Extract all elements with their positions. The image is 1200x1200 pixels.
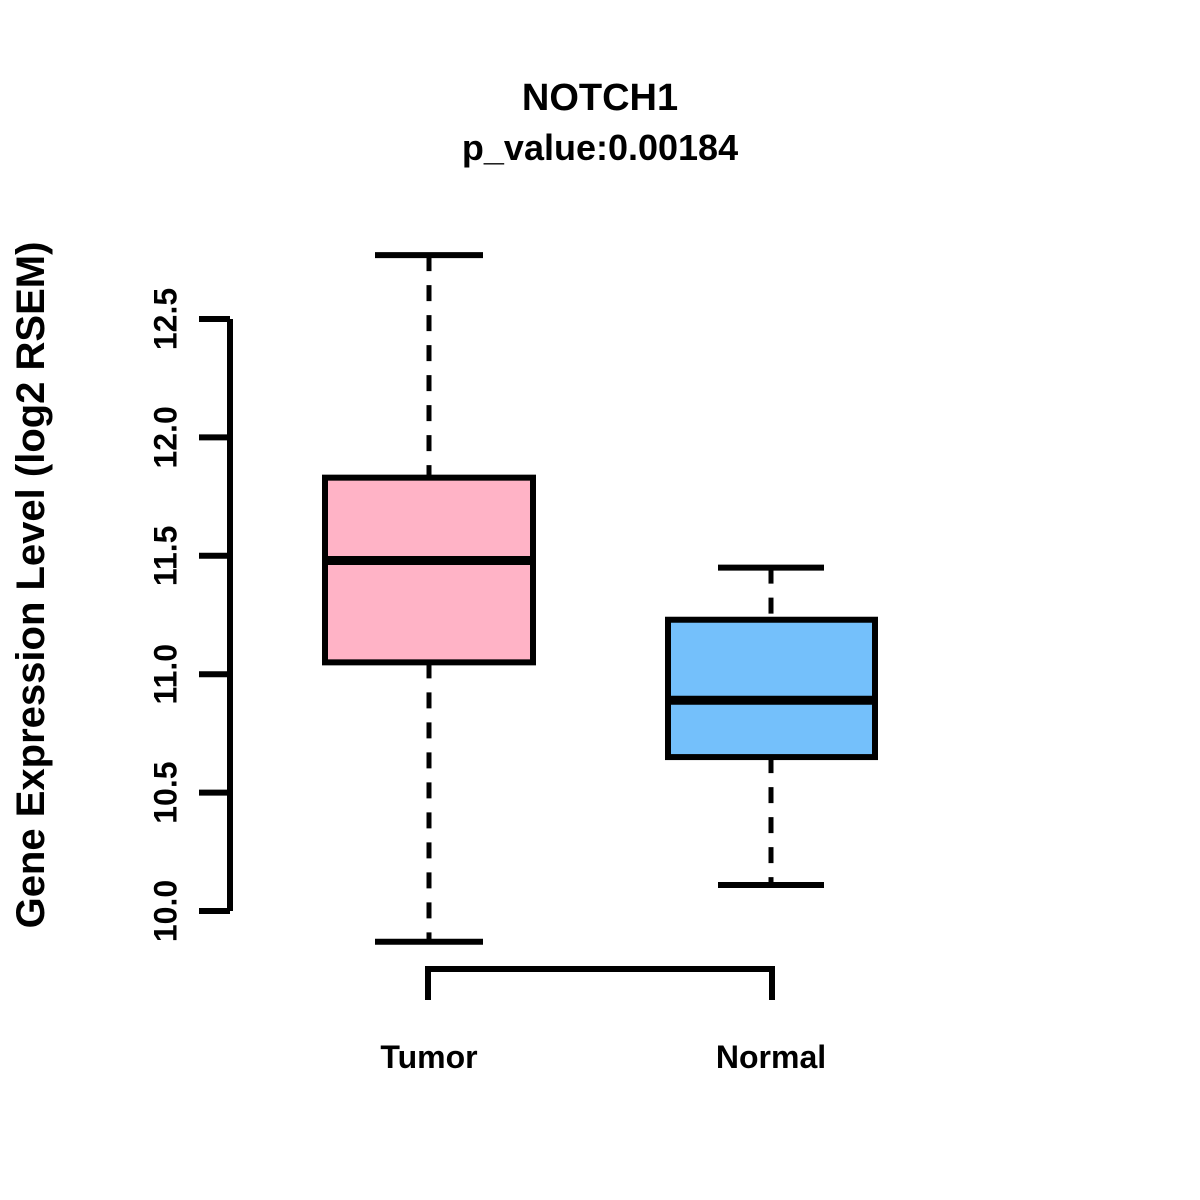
category-label-normal: Normal: [716, 1039, 826, 1075]
y-axis-title: Gene Expression Level (log2 RSEM): [9, 242, 53, 929]
chart-title: NOTCH1: [522, 77, 678, 119]
x-axis-bracket: [425, 966, 775, 1000]
chart-subtitle-pvalue: p_value:0.00184: [462, 127, 738, 168]
y-tick-label: 10.0: [147, 880, 183, 942]
x-axis: [425, 966, 775, 1000]
box-layer: [322, 252, 878, 945]
y-tick-label: 10.5: [147, 761, 183, 823]
x-axis-category-labels: Tumor Normal: [380, 1039, 826, 1075]
box-tumor: [322, 252, 536, 945]
category-label-tumor: Tumor: [380, 1039, 477, 1075]
box-normal: [665, 564, 878, 888]
box-body: [665, 616, 878, 761]
box-body: [322, 474, 536, 666]
y-tick-label: 11.0: [147, 644, 183, 705]
y-axis: 10.0 10.5 11.0 11.5 12.0 12.5: [147, 288, 233, 942]
y-tick-label: 12.5: [147, 288, 183, 350]
y-tick-label: 11.5: [147, 526, 183, 587]
y-tick-label: 12.0: [147, 406, 183, 468]
y-axis-ticks: 10.0 10.5 11.0 11.5 12.0 12.5: [147, 288, 230, 942]
